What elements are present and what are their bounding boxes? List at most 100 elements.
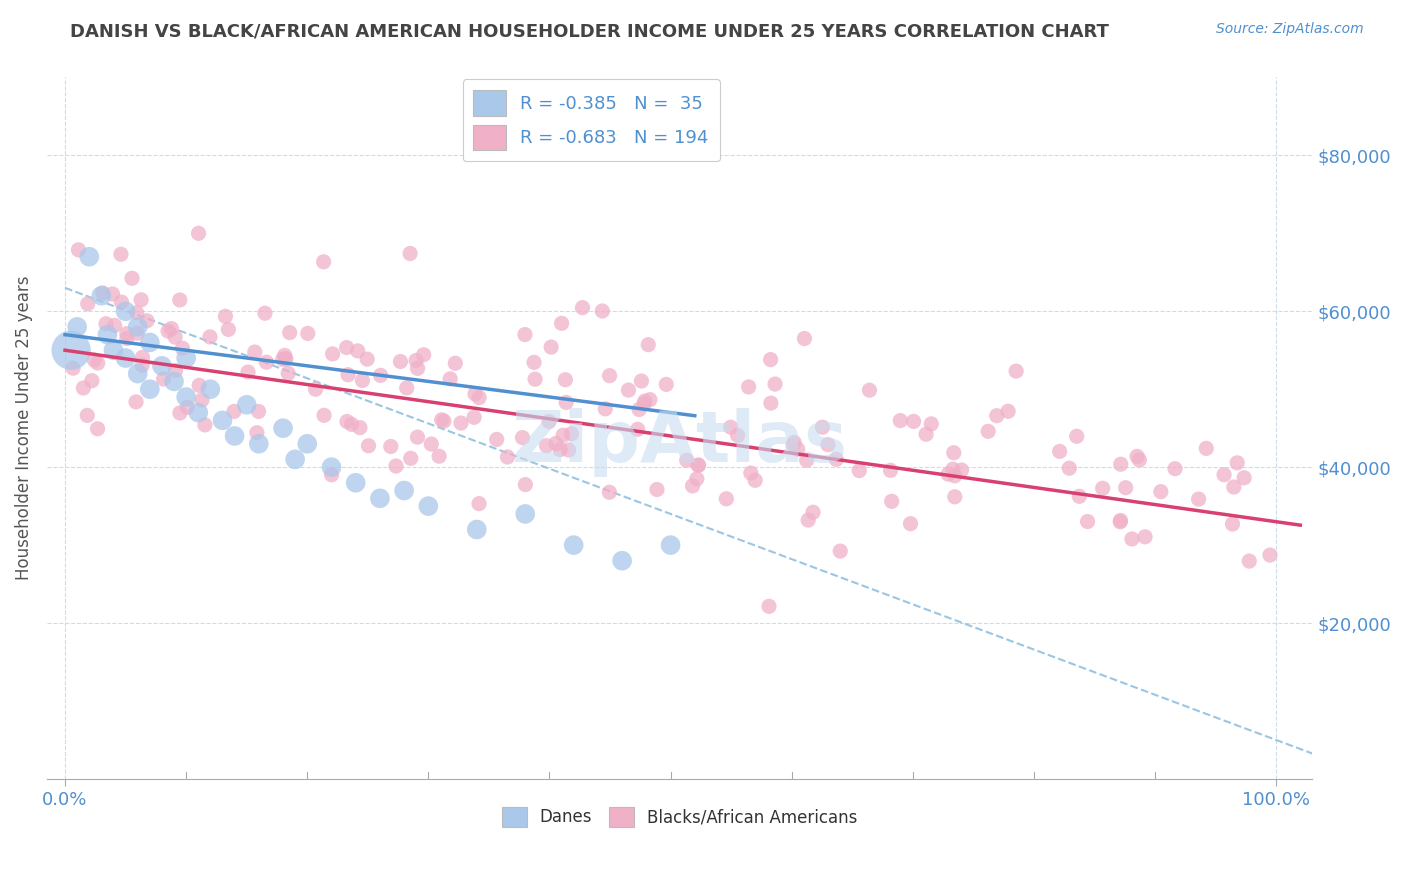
Point (936, 467, 959, 481)
Point (463, 410, 485, 425)
Point (1091, 481, 1114, 495)
Point (370, 368, 392, 383)
Point (174, 390, 197, 404)
Point (716, 491, 738, 506)
Point (406, 430, 429, 444)
Point (385, 458, 408, 473)
Point (392, 483, 415, 498)
Point (368, 491, 391, 506)
Point (277, 367, 299, 381)
Point (675, 453, 697, 467)
Text: ZipAtlas: ZipAtlas (512, 408, 848, 476)
Point (297, 436, 319, 450)
Point (86, 422, 108, 436)
Point (598, 485, 620, 500)
Point (427, 449, 450, 463)
Point (322, 347, 344, 361)
Point (247, 404, 270, 418)
Point (349, 420, 371, 434)
Point (1213, 467, 1236, 482)
Point (593, 401, 616, 416)
Point (337, 368, 360, 382)
Point (211, 413, 233, 427)
Point (214, 310, 236, 324)
Point (271, 421, 294, 435)
Point (357, 439, 380, 453)
Point (997, 404, 1019, 418)
Point (110, 247, 132, 261)
Point (278, 326, 301, 340)
Point (150, 359, 173, 373)
Point (1258, 548, 1281, 562)
Point (599, 368, 621, 383)
Point (1109, 457, 1132, 471)
Point (797, 513, 820, 527)
Point (131, 351, 153, 365)
Point (744, 473, 766, 487)
Point (920, 417, 942, 431)
Point (217, 322, 239, 336)
Text: Source: ZipAtlas.com: Source: ZipAtlas.com (1216, 22, 1364, 37)
Point (553, 428, 575, 442)
Point (848, 464, 870, 478)
Point (76, 297, 98, 311)
Point (758, 599, 780, 614)
Point (356, 352, 378, 367)
Point (468, 497, 491, 511)
Point (169, 293, 191, 307)
Point (628, 402, 651, 417)
Point (90, 288, 112, 302)
Point (235, 398, 257, 412)
Point (557, 442, 579, 457)
Point (236, 365, 259, 379)
Point (222, 404, 245, 418)
Point (389, 354, 412, 368)
Point (825, 452, 848, 467)
Point (1126, 450, 1149, 464)
Point (115, 326, 138, 341)
Point (344, 475, 367, 490)
Point (554, 373, 576, 387)
Point (66, 319, 89, 334)
Point (659, 538, 682, 552)
Point (634, 394, 657, 409)
Point (188, 378, 211, 392)
Point (187, 227, 209, 241)
Point (513, 327, 536, 342)
Point (430, 413, 453, 427)
Point (796, 453, 818, 467)
Point (114, 351, 136, 365)
Point (1164, 461, 1187, 475)
Point (87, 356, 110, 370)
Point (321, 467, 343, 482)
Point (129, 293, 152, 307)
Point (395, 381, 418, 395)
Point (950, 463, 973, 477)
Point (274, 351, 297, 366)
Point (271, 352, 294, 367)
Point (782, 438, 804, 452)
Point (139, 382, 162, 396)
Point (465, 523, 488, 537)
Point (125, 306, 148, 320)
Point (439, 372, 461, 386)
Point (174, 351, 197, 365)
Point (104, 318, 127, 333)
Point (336, 415, 359, 429)
Point (801, 505, 824, 519)
Point (76, 409, 98, 423)
Point (682, 479, 704, 493)
Point (617, 383, 640, 397)
Point (243, 345, 266, 359)
Point (172, 341, 194, 355)
Point (312, 409, 335, 423)
Point (688, 458, 710, 472)
Point (1187, 492, 1209, 507)
Point (418, 499, 440, 513)
Point (127, 326, 149, 340)
Point (101, 287, 124, 301)
Point (1057, 461, 1080, 475)
Point (560, 426, 582, 441)
Point (655, 377, 678, 392)
Point (340, 417, 363, 432)
